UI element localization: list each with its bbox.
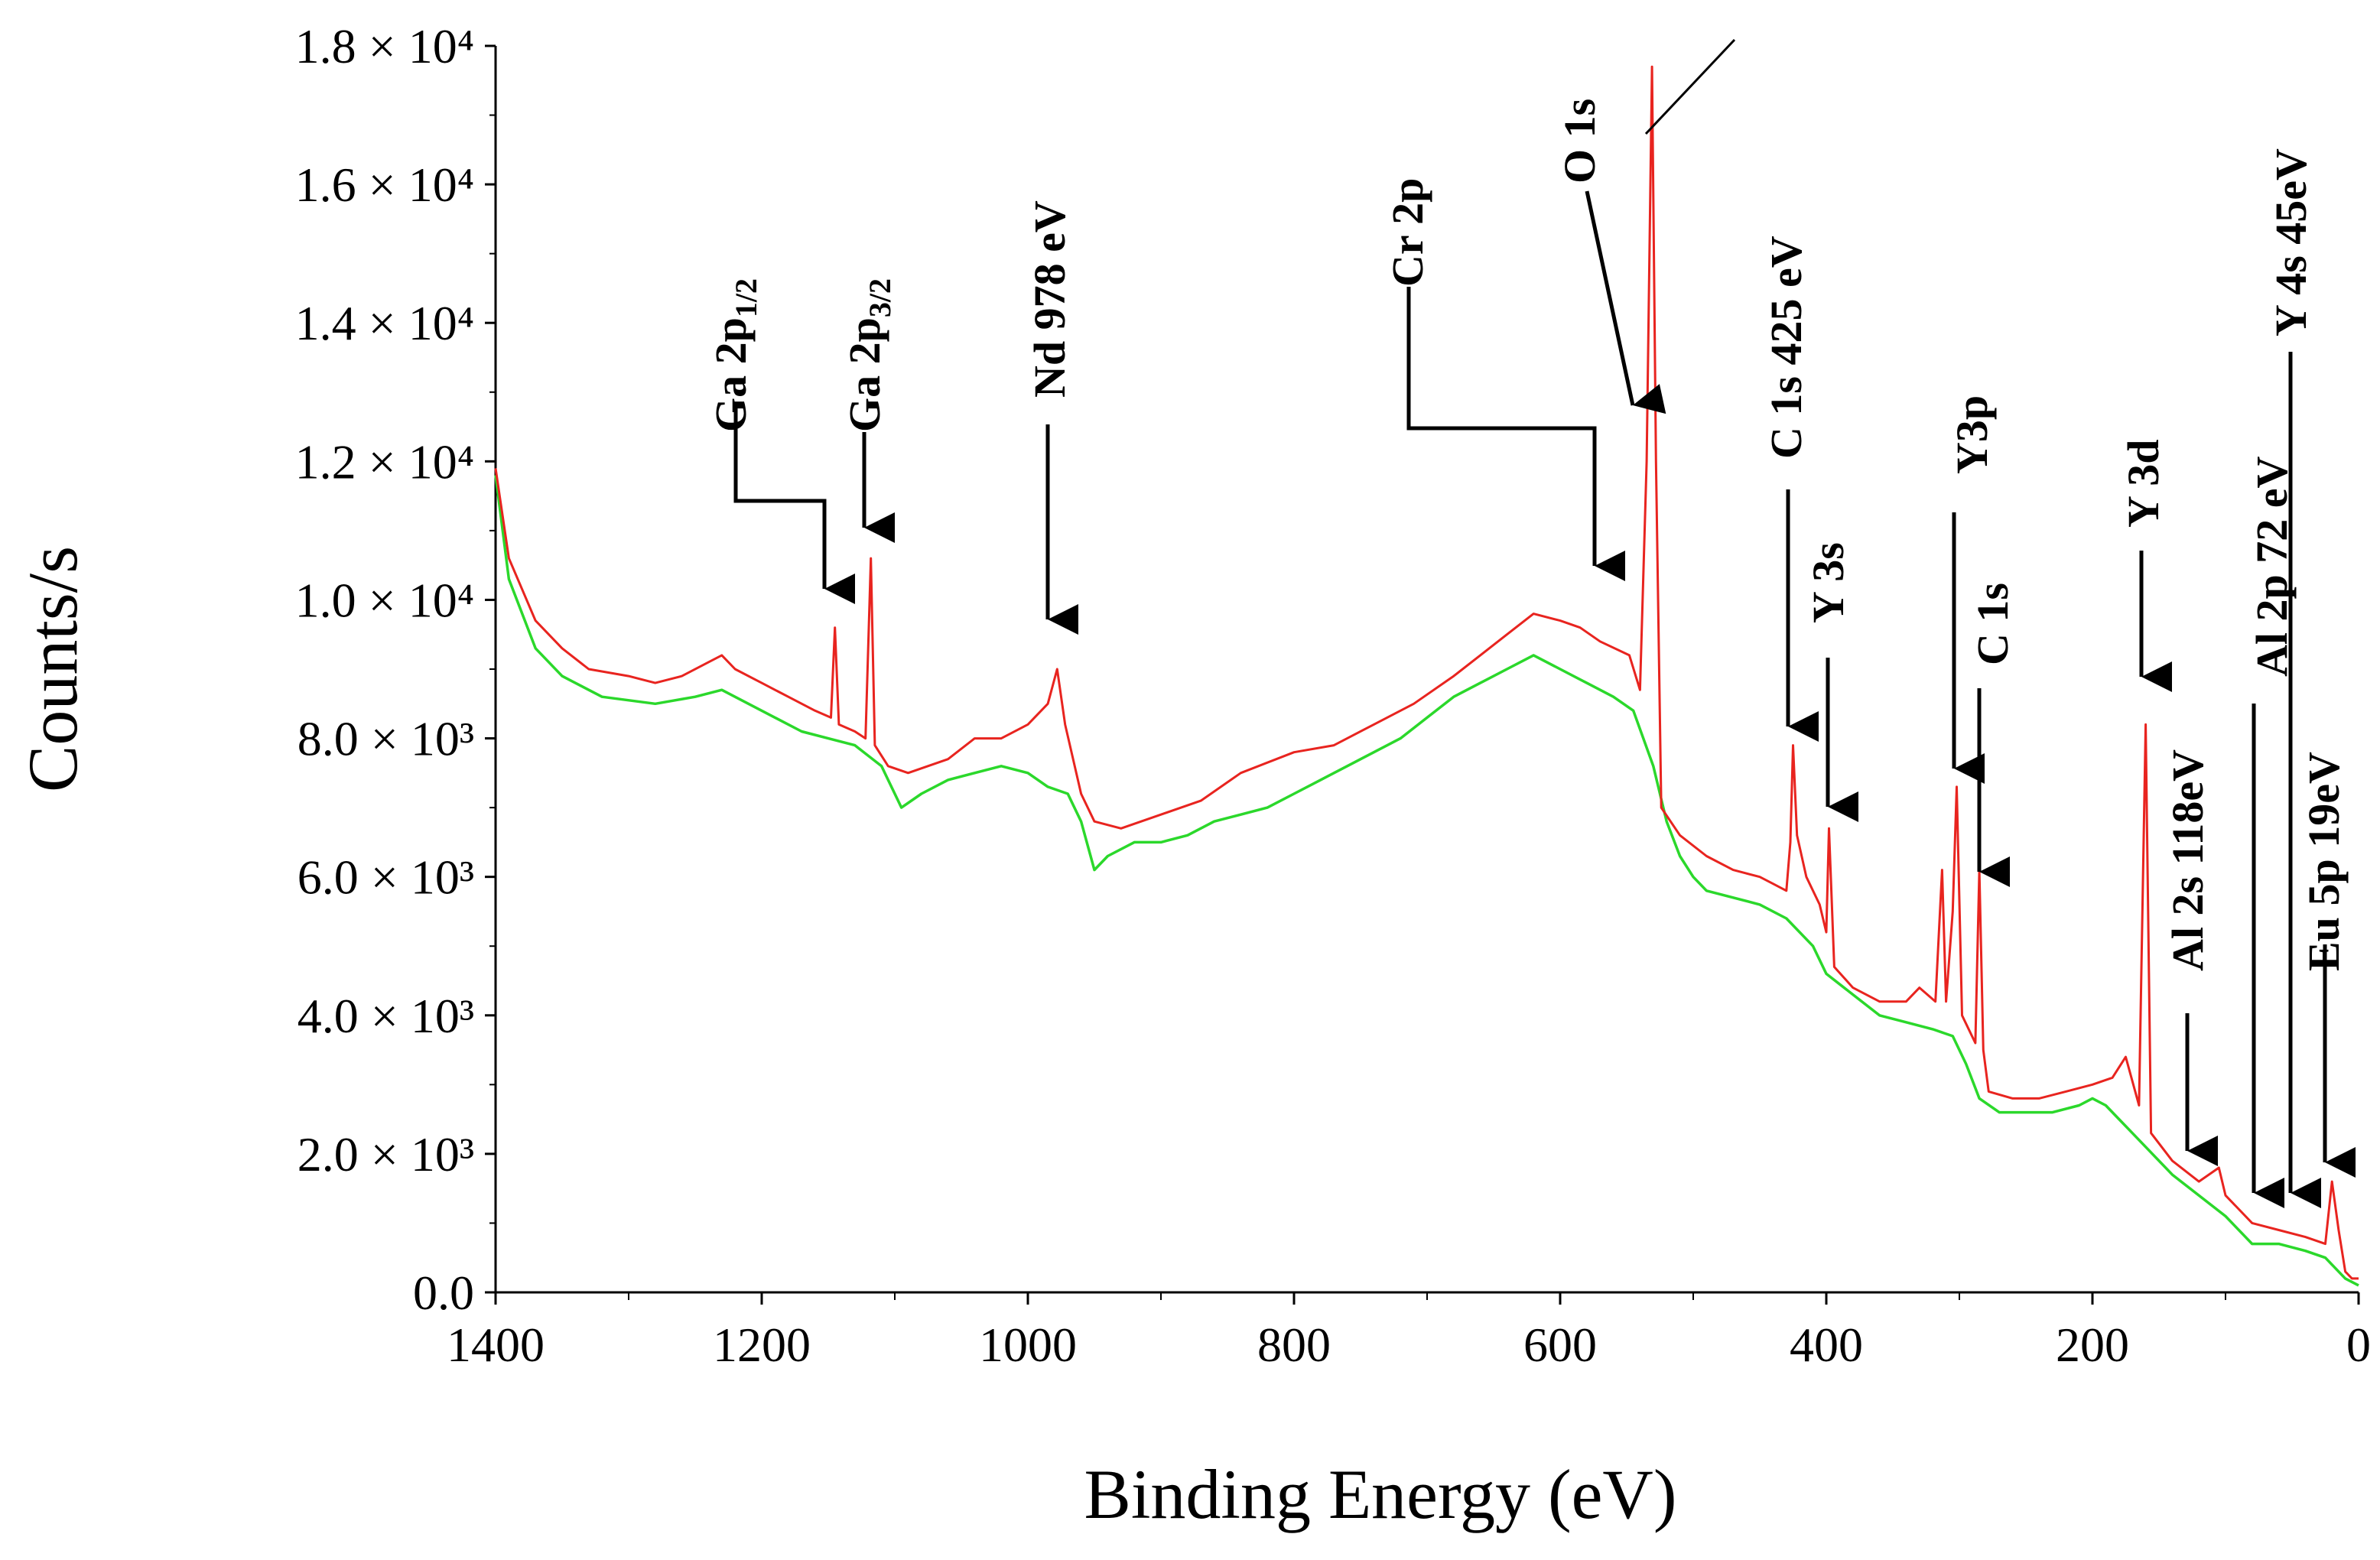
peak-label: O 1s — [1555, 99, 1605, 184]
peak-label: Al 2s 118eV — [2163, 749, 2213, 971]
annotation-ga-2p12: Ga 2p1/2 — [706, 278, 855, 604]
y-tick-label: 1.6 × 10⁴ — [295, 158, 474, 212]
peak-arrow — [733, 405, 855, 604]
peak-label-text: Nd 978 eV — [1025, 200, 1075, 398]
annotation-al-2p: Al 2p 72 eV — [2247, 457, 2297, 1208]
peak-label-text: Al 2p 72 eV — [2247, 457, 2297, 678]
peak-label-text: Ga 2p — [706, 317, 756, 432]
peak-label-subscript: 3/2 — [863, 278, 897, 317]
peak-label: Y 4s 45eV — [2266, 148, 2316, 336]
spectrum-line — [494, 65, 2359, 1280]
x-tick-label: 1400 — [447, 1318, 545, 1372]
peak-label: Ga 2p1/2 — [706, 278, 763, 432]
y-tick-label: 1.8 × 10⁴ — [295, 19, 474, 73]
annotation-c-1s-425: C 1s 425 eV — [1761, 236, 1819, 742]
annotation-y-3p: Y3p — [1947, 395, 1997, 784]
peak-label-text: Eu 5p 19eV — [2299, 752, 2349, 971]
peak-label: Al 2p 72 eV — [2247, 457, 2297, 678]
annotation-al-2s: Al 2s 118eV — [2163, 749, 2218, 1166]
annotation-y-3d: Y 3d — [2118, 440, 2172, 692]
y-tick-label: 6.0 × 10³ — [298, 850, 474, 905]
x-axis-ticks: 1400 1200 1000 800 600 400 200 0 — [447, 1292, 2371, 1372]
y-axis-title: Counts/s — [14, 546, 92, 792]
annotation-y-4s: Y 4s 45eV — [2266, 148, 2321, 1208]
x-tick-label: 1200 — [713, 1318, 811, 1372]
annotation-o-1s: O 1s — [1555, 99, 1666, 414]
peak-label: Ga 2p3/2 — [840, 278, 897, 432]
annotation-c-1s: C 1s — [1968, 583, 2017, 887]
y-axis-ticks: 0.0 2.0 × 10³ 4.0 × 10³ 6.0 × 10³ 8.0 × 10³ 1… — [295, 19, 496, 1320]
annotation-ga-2p32: Ga 2p3/2 — [840, 278, 897, 543]
peak-label: Y 3s — [1803, 542, 1853, 623]
y-tick-label: 1.0 × 10⁴ — [295, 573, 474, 627]
peak-label-text: Ga 2p — [840, 317, 889, 432]
y-tick-label: 0.0 — [413, 1266, 474, 1320]
peak-label-text: C 1s — [1968, 583, 2017, 665]
peak-label-text: Cr 2p — [1383, 178, 1432, 287]
peak-label-text: C 1s 425 eV — [1761, 236, 1811, 459]
x-tick-label: 1000 — [979, 1318, 1077, 1372]
peak-label-text: Y 4s 45eV — [2266, 148, 2316, 336]
annotation-nd: Nd 978 eV — [1025, 200, 1078, 635]
peak-label-text: Y 3s — [1803, 542, 1853, 623]
x-tick-label: 200 — [2056, 1318, 2129, 1372]
x-tick-label: 600 — [1523, 1318, 1597, 1372]
peak-label-text: O 1s — [1555, 99, 1605, 184]
y-tick-label: 8.0 × 10³ — [298, 712, 474, 766]
x-axis-title: Binding Energy (eV) — [1084, 1455, 1676, 1533]
y-tick-label: 4.0 × 10³ — [298, 989, 474, 1043]
peak-label: Y 3d — [2118, 440, 2168, 528]
peak-label-text: Y 3d — [2118, 440, 2168, 528]
peak-label: C 1s — [1968, 583, 2017, 665]
annotation-y-3s: Y 3s — [1803, 542, 1858, 822]
x-tick-label: 400 — [1790, 1318, 1863, 1372]
o1s-leader-line — [1644, 38, 1736, 135]
annotation-cr-2p: Cr 2p — [1383, 178, 1625, 581]
peak-label: Cr 2p — [1383, 178, 1432, 287]
annotation-layer: Ga 2p1/2Ga 2p3/2 Nd 978 eV Cr 2pO 1sC 1s 4… — [706, 38, 2356, 1208]
peak-label: Eu 5p 19eV — [2299, 752, 2349, 971]
series-layer — [494, 65, 2359, 1287]
peak-label-subscript: 1/2 — [729, 278, 763, 317]
peak-label: Y3p — [1947, 395, 1997, 474]
y-tick-label: 1.4 × 10⁴ — [295, 296, 474, 350]
peak-label: Nd 978 eV — [1025, 200, 1075, 398]
peak-arrow — [1585, 190, 1666, 414]
annotation-eu-5p: Eu 5p 19eV — [2299, 752, 2356, 1178]
y-tick-label: 1.2 × 10⁴ — [295, 434, 474, 489]
x-tick-label: 0 — [2346, 1318, 2371, 1372]
peak-arrow — [1406, 287, 1625, 581]
peak-label: C 1s 425 eV — [1761, 236, 1811, 459]
y-tick-label: 2.0 × 10³ — [298, 1127, 474, 1181]
background-line — [494, 475, 2359, 1287]
peak-label-text: Al 2s 118eV — [2163, 749, 2213, 971]
peak-label-text: Y3p — [1947, 395, 1997, 474]
x-tick-label: 800 — [1257, 1318, 1331, 1372]
